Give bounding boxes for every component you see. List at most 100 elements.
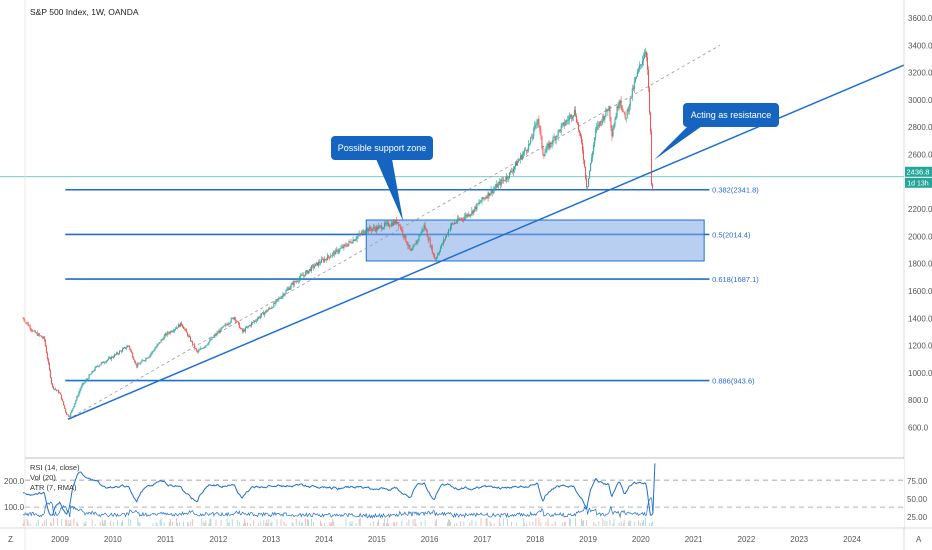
candle-body: [571, 117, 573, 119]
x-tick-label: 2020: [632, 535, 650, 544]
candle-body: [233, 317, 235, 320]
candle-body: [603, 116, 605, 120]
candle-body: [307, 270, 309, 274]
support-zone-box[interactable]: [365, 219, 705, 262]
candle-body: [259, 316, 261, 318]
candle-body: [547, 144, 549, 147]
candle-body: [512, 168, 514, 172]
candle-body: [153, 350, 155, 352]
candle-body: [93, 370, 95, 372]
candle-body: [242, 330, 244, 332]
candle-body: [610, 117, 612, 129]
candle-body: [621, 105, 623, 111]
candle-body: [332, 253, 334, 256]
candle-body: [359, 233, 361, 235]
candle-body: [69, 416, 71, 418]
volume-bar: [447, 522, 448, 526]
candle-body: [435, 257, 437, 260]
candle-body: [94, 367, 96, 371]
candle-body: [272, 307, 274, 308]
volume-bar: [378, 519, 379, 526]
volume-bar: [300, 522, 302, 526]
candle-body: [207, 344, 209, 345]
candle-body: [299, 275, 301, 279]
candle-body: [70, 412, 72, 417]
candle-body: [321, 259, 323, 263]
indicator-pane[interactable]: [25, 459, 904, 527]
volume-bar: [53, 518, 55, 526]
candle-body: [604, 115, 606, 120]
volume-bar: [61, 518, 63, 526]
candle-body: [179, 322, 181, 327]
x-tick-label: 2021: [685, 535, 703, 544]
candle-body: [131, 350, 133, 354]
candle-body: [531, 137, 533, 139]
candle-body: [102, 361, 104, 364]
volume-bar: [498, 518, 500, 526]
rsi-label: RSI (14, close): [30, 463, 80, 472]
candle-body: [125, 347, 127, 349]
candle-body: [288, 288, 290, 290]
candle-body: [59, 392, 61, 394]
volume-bar: [291, 522, 293, 526]
volume-bar: [529, 522, 531, 526]
volume-bar: [450, 521, 452, 526]
candle-body: [222, 326, 224, 328]
candle-body: [386, 222, 388, 225]
candle-body: [252, 322, 254, 323]
candle-body: [208, 341, 210, 345]
volume-bar: [228, 521, 230, 526]
callout-support-zone[interactable]: Possible support zone: [331, 136, 433, 222]
candle-body: [202, 348, 204, 350]
volume-bar: [84, 523, 86, 526]
candle-body: [182, 326, 184, 329]
candle-body: [648, 69, 650, 89]
candle-body: [383, 227, 385, 229]
candle-body: [65, 408, 67, 413]
candle-body: [606, 109, 608, 111]
price-scale[interactable]: [904, 0, 932, 458]
volume-bar: [569, 518, 571, 526]
candle-body: [122, 349, 124, 352]
volume-bar: [394, 522, 396, 526]
candle-body: [173, 329, 175, 331]
candle-body: [489, 193, 491, 196]
candle-body: [134, 360, 136, 363]
candle-body: [567, 119, 569, 121]
x-tick-label: 2015: [368, 535, 386, 544]
candle-body: [639, 64, 641, 66]
volume-bar: [169, 518, 171, 526]
candle-body: [607, 110, 609, 112]
candle-body: [356, 236, 358, 239]
volume-bar: [271, 521, 273, 526]
candle-body: [315, 262, 317, 264]
candle-body: [388, 222, 390, 226]
candle-body: [429, 239, 431, 247]
candle-body: [26, 322, 28, 324]
candle-body: [456, 222, 458, 223]
candle-body: [305, 270, 307, 273]
candle-body: [88, 375, 90, 379]
candle-body: [35, 332, 37, 334]
candle-body: [309, 268, 311, 271]
candle-body: [129, 345, 131, 349]
callout-resistance[interactable]: Acting as resistance: [654, 103, 779, 160]
channel-dashed-line[interactable]: [67, 44, 721, 420]
volume-bar: [45, 518, 47, 526]
candle-body: [317, 262, 319, 266]
x-tick-label: 2016: [421, 535, 439, 544]
y-tick-label: 2200.0: [908, 205, 932, 214]
candle-body: [447, 230, 449, 235]
candle-body: [515, 162, 517, 167]
candle-body: [298, 278, 300, 282]
volume-bar: [265, 522, 267, 526]
candle-body: [61, 394, 63, 400]
auto-scale-button[interactable]: A: [916, 535, 922, 544]
zoom-reset-button[interactable]: Z: [8, 535, 13, 544]
candle-body: [231, 317, 233, 319]
candle-body: [645, 52, 647, 58]
candle-body: [171, 331, 173, 333]
candle-body: [498, 181, 500, 184]
candle-body: [119, 351, 121, 354]
